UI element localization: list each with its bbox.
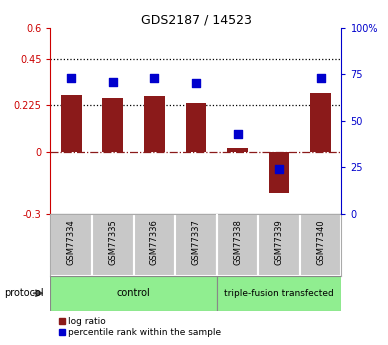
Bar (144, 96, 165, 152)
Bar (227, 148, 248, 152)
Text: GSM77336: GSM77336 (150, 219, 159, 265)
Point (193, 81, 199, 86)
Text: GSM77335: GSM77335 (108, 219, 117, 265)
Bar (300, 214, 341, 276)
Bar (185, 103, 206, 152)
Point (68, 75, 74, 81)
Bar (133, 214, 175, 276)
Title: GDS2187 / 14523: GDS2187 / 14523 (140, 13, 251, 27)
Point (110, 79, 116, 85)
Text: GSM77339: GSM77339 (275, 219, 284, 265)
Bar (61, 95, 81, 152)
Bar (175, 214, 217, 276)
Point (151, 75, 158, 81)
Bar (258, 214, 300, 276)
Text: control: control (117, 288, 151, 298)
Legend: log ratio, percentile rank within the sample: log ratio, percentile rank within the sa… (55, 314, 225, 341)
Point (234, 131, 241, 137)
Bar (92, 214, 133, 276)
Bar (217, 214, 258, 276)
Bar (268, 152, 289, 193)
Text: GSM77340: GSM77340 (316, 219, 325, 265)
Text: GSM77337: GSM77337 (191, 219, 201, 265)
Bar (102, 98, 123, 152)
Text: GSM77334: GSM77334 (67, 219, 76, 265)
Text: GSM77338: GSM77338 (233, 219, 242, 265)
Bar (50, 276, 217, 310)
Point (276, 166, 282, 172)
Bar (310, 93, 331, 152)
Text: protocol: protocol (4, 288, 43, 298)
Point (317, 75, 324, 81)
Bar (217, 276, 341, 310)
Bar (50, 214, 92, 276)
Text: triple-fusion transfected: triple-fusion transfected (224, 289, 334, 298)
